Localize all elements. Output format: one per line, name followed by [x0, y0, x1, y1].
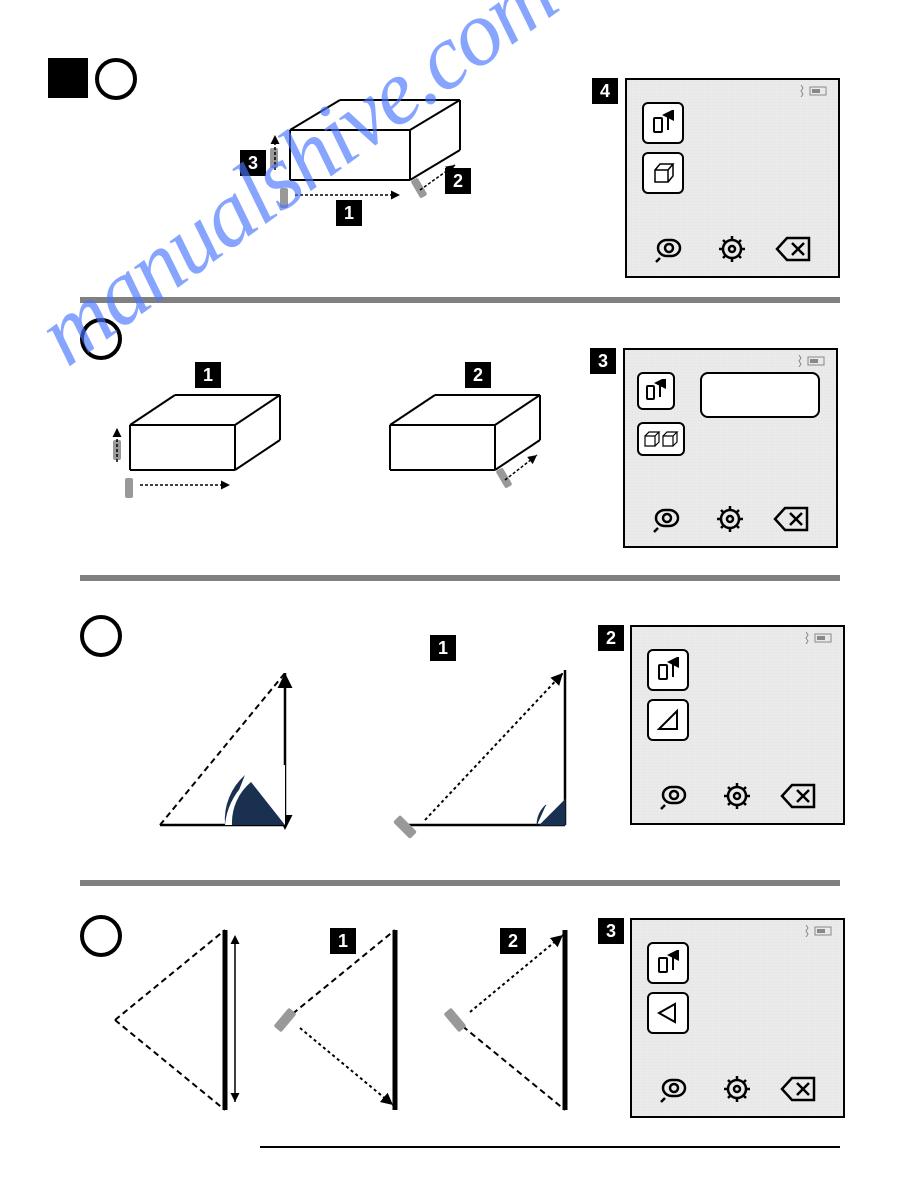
step-b-1: 1 [195, 362, 221, 388]
divider-1 [80, 297, 840, 303]
device-up-button[interactable] [642, 102, 684, 144]
cube-button[interactable] [642, 152, 684, 194]
divider-2 [80, 575, 840, 581]
delete-icon[interactable] [773, 504, 809, 534]
step-b-3: 3 [590, 348, 616, 374]
triangle-diagram-c1 [120, 655, 340, 840]
status-bar [798, 85, 828, 100]
screen-b [623, 348, 838, 548]
section-a-circle [95, 58, 137, 100]
view-icon[interactable] [654, 234, 690, 264]
footer-line [260, 1146, 840, 1148]
screen-c [630, 625, 845, 825]
page-marker [48, 58, 88, 98]
triangle-left-button[interactable] [647, 992, 689, 1034]
step-b-2: 2 [465, 362, 491, 388]
step-c-1: 1 [430, 635, 456, 661]
gear-icon[interactable] [719, 781, 755, 811]
device-up-button[interactable] [637, 372, 675, 410]
step-a-1: 1 [336, 200, 362, 226]
delete-icon[interactable] [780, 1074, 816, 1104]
section-c-circle [80, 615, 122, 657]
gear-icon[interactable] [712, 504, 748, 534]
step-d-2: 2 [500, 928, 526, 954]
step-c-2: 2 [598, 625, 624, 651]
step-d-3: 3 [598, 918, 624, 944]
view-icon[interactable] [659, 781, 695, 811]
step-a-3: 3 [240, 150, 266, 176]
step-d-1: 1 [330, 928, 356, 954]
triangle-diagram-c2 [375, 655, 595, 840]
divider-3 [80, 880, 840, 886]
status-bar [803, 925, 833, 940]
box3d-diagram-b2 [355, 380, 555, 520]
device-up-button[interactable] [647, 649, 689, 691]
result-box [700, 372, 820, 418]
screen-d [630, 918, 845, 1118]
device-up-button[interactable] [647, 942, 689, 984]
gear-icon[interactable] [714, 234, 750, 264]
wall-diagram-d0 [95, 920, 255, 1120]
cube-double-button[interactable] [637, 422, 685, 456]
delete-icon[interactable] [780, 781, 816, 811]
status-bar [803, 632, 833, 647]
delete-icon[interactable] [775, 234, 811, 264]
gear-icon[interactable] [719, 1074, 755, 1104]
step-a-4: 4 [592, 78, 618, 104]
view-icon[interactable] [652, 504, 688, 534]
box3d-diagram-b1 [95, 380, 295, 520]
section-b-circle [80, 318, 122, 360]
triangle-button[interactable] [647, 699, 689, 741]
status-bar [796, 355, 826, 370]
step-a-2: 2 [445, 168, 471, 194]
screen-a [625, 78, 840, 278]
view-icon[interactable] [659, 1074, 695, 1104]
